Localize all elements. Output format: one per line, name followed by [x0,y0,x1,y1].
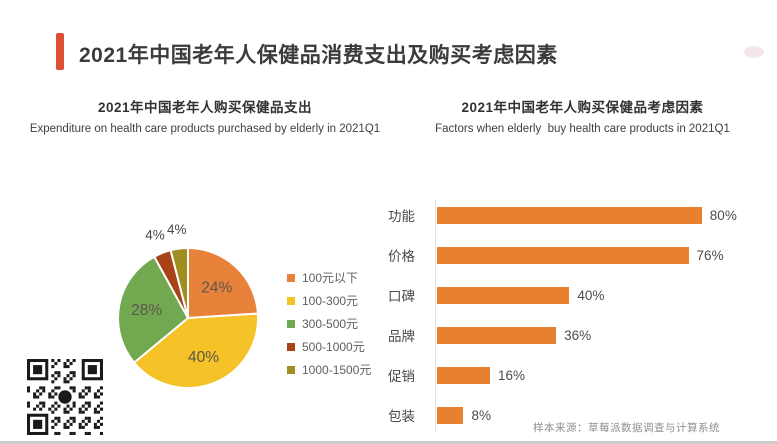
pie-slice [153,249,189,319]
legend-swatch-icon [287,365,295,374]
bar-chart-subtitle-en: Factors when elderly buy health care pro… [435,123,730,135]
legend-item: 100-300元 [287,289,371,312]
bar-value-label: 40% [577,287,605,303]
pie-slice-label: 40% [188,349,219,366]
bar-category-label: 促销 [388,369,415,384]
bar-section-header: 2021年中国老年人购买保健品考虑因素 Factors when elderly… [395,96,770,135]
legend-swatch-icon [287,273,295,282]
bar-row: 促销 16% [388,355,768,395]
pie-legend: 100元以下 100-300元 300-500元 500-1000元 1000-1500… [287,266,371,381]
legend-item: 500-1000元 [287,335,371,358]
bar-row: 功能 80% [388,195,768,235]
pie-slice [187,247,259,319]
bar-category-label: 品牌 [388,329,415,344]
bar-value-label: 16% [497,367,525,383]
legend-label: 100元以下 [302,271,359,285]
pie-slice-label: 24% [201,279,232,296]
bar-value-label: 8% [471,407,491,423]
pie-slice-label: 28% [131,302,162,319]
pie-slice-label: 4% [167,222,187,237]
bar-row: 口碑 40% [388,275,768,315]
pie-section-header: 2021年中国老年人购买保健品支出 Expenditure on health … [5,96,405,135]
bar-value-label: 76% [696,247,724,263]
bar-rect [437,246,689,264]
source-note: 样本来源：草莓派数据调查与计算系统 [533,422,720,434]
bar-category-label: 价格 [388,249,415,264]
legend-label: 1000-1500元 [302,363,372,377]
bar-row: 品牌 36% [388,315,768,355]
page-title: 2021年中国老年人保健品消费支出及购买考虑因素 [79,44,558,67]
legend-label: 100-300元 [302,294,359,308]
title-accent-bar [56,33,64,70]
legend-swatch-icon [287,342,295,351]
pie-chart: 24% 40% 28% 4% 4% [117,222,259,389]
bar-rect [437,406,464,424]
legend-item: 100元以下 [287,266,371,289]
legend-label: 300-500元 [302,317,359,331]
pie-slice [133,312,259,389]
qr-code [27,359,103,435]
bar-rect [437,206,702,224]
bar-row: 价格 76% [388,235,768,275]
pie-chart-title: 2021年中国老年人购买保健品支出 [97,100,313,115]
bar-row: 包装 8% [388,395,768,435]
bar-category-label: 包装 [388,409,415,424]
legend-item: 300-500元 [287,312,371,335]
pie-slice [169,247,189,319]
pie-chart-subtitle-en: Expenditure on health care products purc… [29,123,381,135]
pie-slice [117,255,189,364]
bar-category-label: 口碑 [388,289,415,304]
watermark-smudge [744,46,764,58]
legend-swatch-icon [287,319,295,328]
pie-slice-label: 4% [145,228,165,243]
legend-label: 500-1000元 [302,340,365,354]
bar-rect [437,326,557,344]
bar-chart-axis [435,200,436,432]
bar-value-label: 80% [709,207,737,223]
bar-value-label: 36% [564,327,592,343]
bar-category-label: 功能 [388,209,415,224]
bar-rect [437,286,570,304]
bar-rect [437,366,490,384]
bar-chart-title: 2021年中国老年人购买保健品考虑因素 [461,100,704,115]
bar-chart: 功能 80% 价格 76% 口碑 40% 品牌 36% 促销 16% 包装 8% [388,195,768,435]
legend-item: 1000-1500元 [287,358,371,381]
legend-swatch-icon [287,296,295,305]
